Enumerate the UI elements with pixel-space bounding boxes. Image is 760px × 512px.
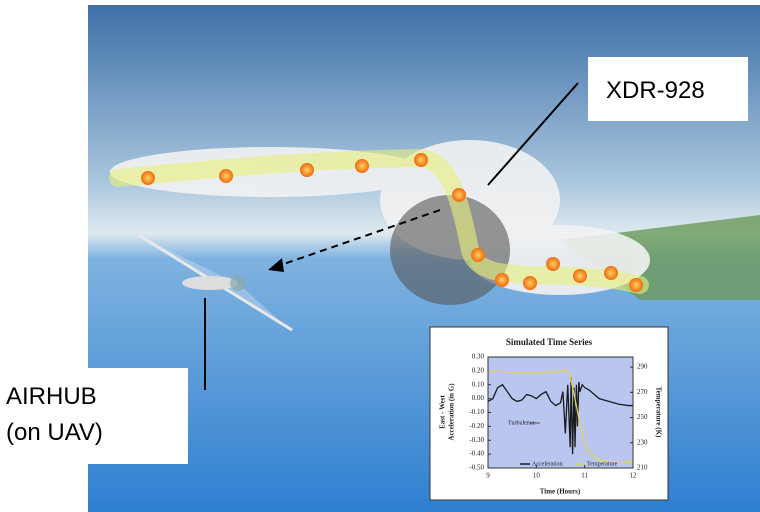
callout-box <box>0 368 188 464</box>
y-tick-label: 0.20 <box>472 366 485 374</box>
sensor-label: XDR-928 <box>606 77 705 104</box>
y-tick-label: -0.20 <box>469 422 484 430</box>
flight-path <box>109 148 649 294</box>
legend-label: Temperature <box>587 461 618 467</box>
y2-tick-label: 230 <box>637 438 648 446</box>
y-tick-label: 0.00 <box>472 394 485 402</box>
path-markers <box>141 153 643 292</box>
y-tick-label: -0.50 <box>469 464 484 472</box>
x-tick-label: 9 <box>486 472 490 480</box>
callout-line <box>487 82 579 186</box>
plot-border <box>487 356 634 469</box>
callout-box <box>588 57 748 121</box>
y-tick-label: -0.40 <box>469 450 484 458</box>
y-label: East - West <box>439 394 447 428</box>
inset-chart: Simulated Time Series Time (Hours) East … <box>429 326 669 501</box>
y2-tick-label: 270 <box>637 388 648 396</box>
y-label: Acceleration (in G) <box>448 383 456 441</box>
y2-tick-label: 210 <box>637 464 648 472</box>
series-line <box>487 368 633 463</box>
x-tick-label: 11 <box>581 472 588 480</box>
plot-area <box>488 357 633 468</box>
x-tick-label: 12 <box>630 472 638 480</box>
y-tick-label: 0.30 <box>472 353 485 361</box>
y2-label: Temperature (K) <box>654 387 662 438</box>
series-line <box>487 377 633 455</box>
y-tick-label: -0.10 <box>469 408 484 416</box>
arrow-head <box>268 258 284 272</box>
annotation: Turbulence <box>508 420 535 426</box>
inset-title: Simulated Time Series <box>506 337 593 347</box>
uav <box>139 234 293 332</box>
y-tick-label: -0.30 <box>469 436 484 444</box>
x-tick-label: 10 <box>533 472 541 480</box>
y2-tick-label: 290 <box>637 363 648 371</box>
y2-tick-label: 250 <box>637 413 648 421</box>
platform-label: AIRHUB <box>6 383 97 410</box>
x-label: Time (Hours) <box>540 488 581 496</box>
y-tick-label: 0.10 <box>472 380 485 388</box>
storm-core <box>390 195 510 305</box>
legend-label: Acceleration <box>532 461 563 467</box>
platform-label: (on UAV) <box>6 419 103 446</box>
dashed-arrow <box>274 209 441 268</box>
